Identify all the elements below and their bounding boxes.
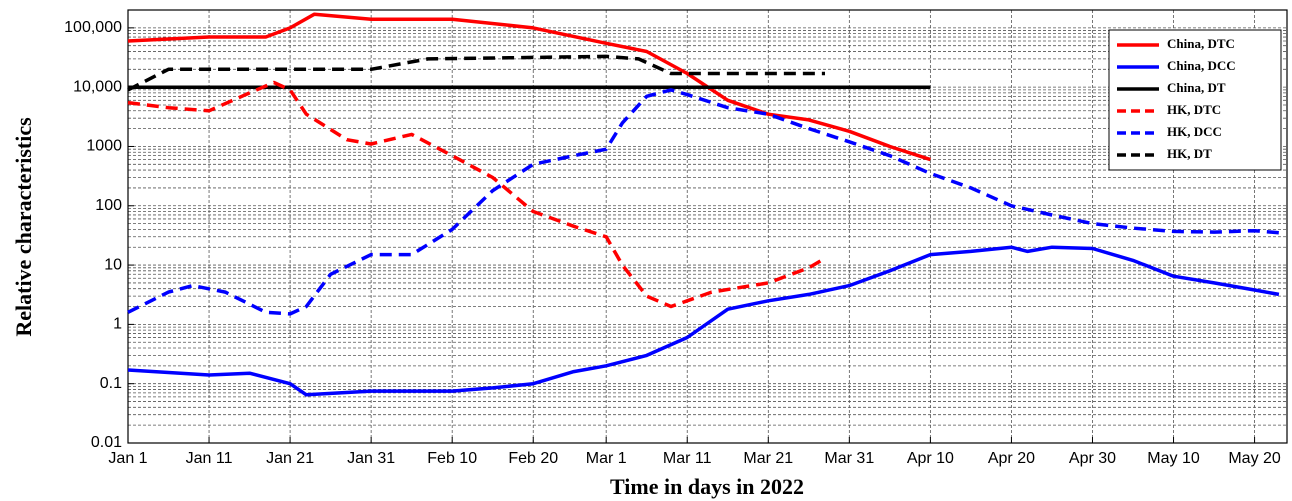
x-axis-label: Time in days in 2022	[610, 474, 804, 499]
x-tick-label: Feb 10	[427, 450, 477, 467]
y-tick-label: 0.1	[100, 375, 122, 392]
legend-label: China, DT	[1167, 80, 1226, 95]
plot-frame	[127, 9, 1288, 444]
legend-label: HK, DCC	[1167, 124, 1222, 139]
series-line	[127, 12, 931, 162]
legend-box	[1108, 29, 1282, 171]
y-tick-label: 100	[95, 197, 122, 214]
y-tick-label: 100,000	[64, 19, 122, 36]
legend-label: HK, DTC	[1167, 102, 1221, 117]
y-tick-label: 1000	[86, 138, 122, 155]
series-line	[127, 80, 826, 309]
x-tick-label: Apr 20	[988, 450, 1035, 467]
x-tick-label: Mar 31	[824, 450, 874, 467]
legend-label: China, DTC	[1167, 36, 1235, 51]
y-tick-label: 10,000	[73, 78, 122, 95]
x-tick-label: Mar 21	[743, 450, 793, 467]
x-tick-label: Feb 20	[508, 450, 558, 467]
x-tick-label: Jan 31	[347, 450, 395, 467]
x-tick-label: Apr 30	[1069, 450, 1116, 467]
legend-label: China, DCC	[1167, 58, 1236, 73]
y-tick-label: 0.01	[91, 434, 122, 451]
legend-label: HK, DT	[1167, 146, 1212, 161]
y-axis-label: Relative characteristics	[11, 117, 36, 337]
x-tick-label: Apr 10	[907, 450, 954, 467]
series-line	[127, 245, 1280, 397]
series-line	[127, 54, 825, 92]
x-tick-label: May 10	[1147, 450, 1200, 467]
x-tick-label: Jan 1	[108, 450, 147, 467]
series-line	[127, 88, 1280, 316]
x-tick-label: Jan 11	[186, 450, 233, 467]
y-tick-label: 10	[104, 256, 122, 273]
x-tick-label: Mar 1	[586, 450, 627, 467]
x-tick-label: Jan 21	[266, 450, 314, 467]
x-tick-label: May 20	[1228, 450, 1281, 467]
y-tick-label: 1	[113, 316, 122, 333]
x-tick-label: Mar 11	[663, 450, 712, 467]
